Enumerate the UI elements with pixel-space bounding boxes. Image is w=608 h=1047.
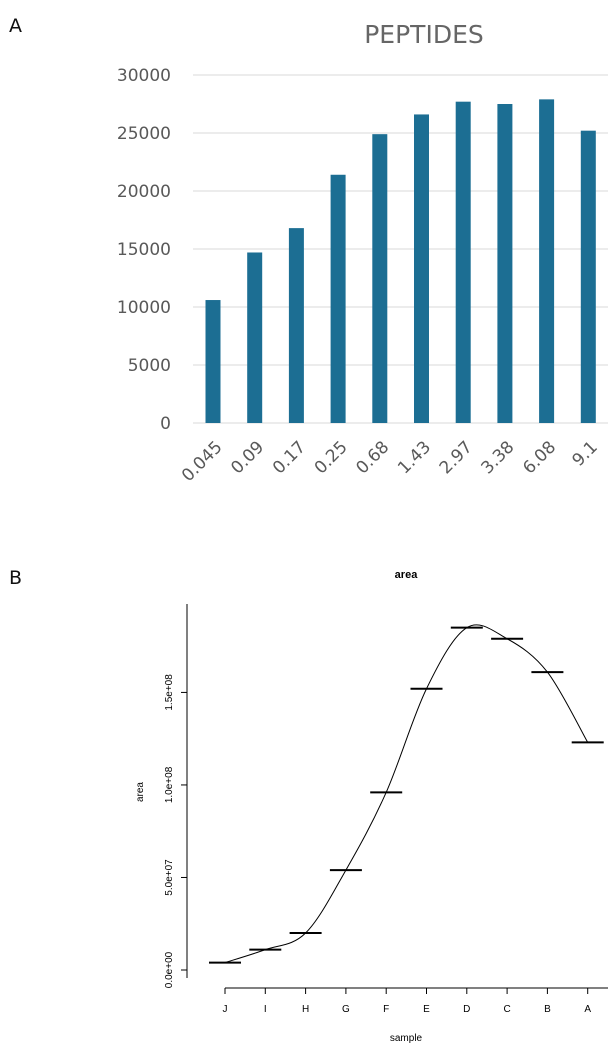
bar-0.045 [205, 300, 221, 423]
x-tick-label: J [223, 1004, 228, 1015]
bar-0.68 [372, 134, 388, 423]
x-tick-labels: 0.045 0.09 0.17 0.25 0.68 1.43 2.97 3.38 6.08 9.1 [178, 437, 602, 486]
bar-1.43 [414, 114, 429, 423]
axes [181, 604, 608, 994]
chart-title: PEPTIDES [364, 20, 484, 49]
x-tick-label: 3.38 [478, 437, 519, 478]
y-tick-labels: 0.0e+00 5.0e+07 1.0e+08 1.5e+08 [164, 674, 175, 988]
y-tick-labels: 0 5000 10000 15000 20000 25000 30000 [117, 66, 171, 434]
x-tick-label: C [503, 1004, 510, 1015]
x-tick-label: H [302, 1004, 309, 1015]
y-tick-label: 1.0e+08 [164, 766, 175, 803]
x-tick-label: 2.97 [436, 437, 477, 478]
point-markers [209, 626, 604, 964]
chart-title: area [395, 569, 419, 581]
y-tick-label: 25000 [117, 124, 171, 144]
y-tick-label: 10000 [117, 298, 171, 318]
x-tick-label: B [544, 1004, 551, 1015]
x-tick-label: 0.17 [269, 437, 310, 478]
panel-b-label: B [9, 567, 23, 589]
area-line-chart: area 0.0e+00 5.0e+07 1.0e+08 1.5e+08 J I H G F E… [135, 569, 608, 1044]
y-tick-label: 20000 [117, 182, 171, 202]
x-tick-label: 9.1 [569, 437, 602, 470]
x-tick-label: F [383, 1004, 389, 1015]
bar-6.08 [539, 99, 555, 424]
x-tick-label: A [584, 1004, 591, 1015]
x-tick-label: 0.68 [352, 437, 393, 478]
x-tick-label: I [264, 1004, 267, 1015]
bar-0.17 [288, 228, 304, 423]
panel-a-label: A [9, 15, 22, 37]
bar-2.97 [455, 101, 471, 424]
x-tick-label: 1.43 [394, 437, 435, 478]
bar-3.38 [497, 104, 513, 423]
y-tick-label: 5.0e+07 [164, 859, 175, 896]
y-tick-label: 30000 [117, 66, 171, 86]
bar-0.09 [247, 252, 263, 423]
bars [205, 99, 596, 424]
x-axis-label: sample [390, 1033, 423, 1044]
x-tick-label: 0.045 [178, 437, 227, 486]
y-tick-label: 0.0e+00 [164, 951, 175, 988]
x-tick-label: 6.08 [519, 437, 560, 478]
peptides-bar-chart: PEPTIDES 050001000015000200002500030000 … [117, 20, 608, 486]
y-tick-label: 5000 [128, 356, 171, 376]
y-axis-label: area [135, 782, 146, 802]
x-tick-label: 0.25 [311, 437, 352, 478]
x-tick-label: E [423, 1004, 430, 1015]
x-tick-label: D [463, 1004, 470, 1015]
y-tick-label: 15000 [117, 240, 171, 260]
bar-0.25 [330, 174, 346, 423]
y-tick-label: 1.5e+08 [164, 674, 175, 711]
series-line [224, 624, 589, 964]
bar-9.1 [580, 130, 596, 423]
x-tick-label: G [342, 1004, 350, 1015]
y-tick-label: 0 [160, 414, 171, 434]
x-tick-label: 0.09 [227, 437, 268, 478]
